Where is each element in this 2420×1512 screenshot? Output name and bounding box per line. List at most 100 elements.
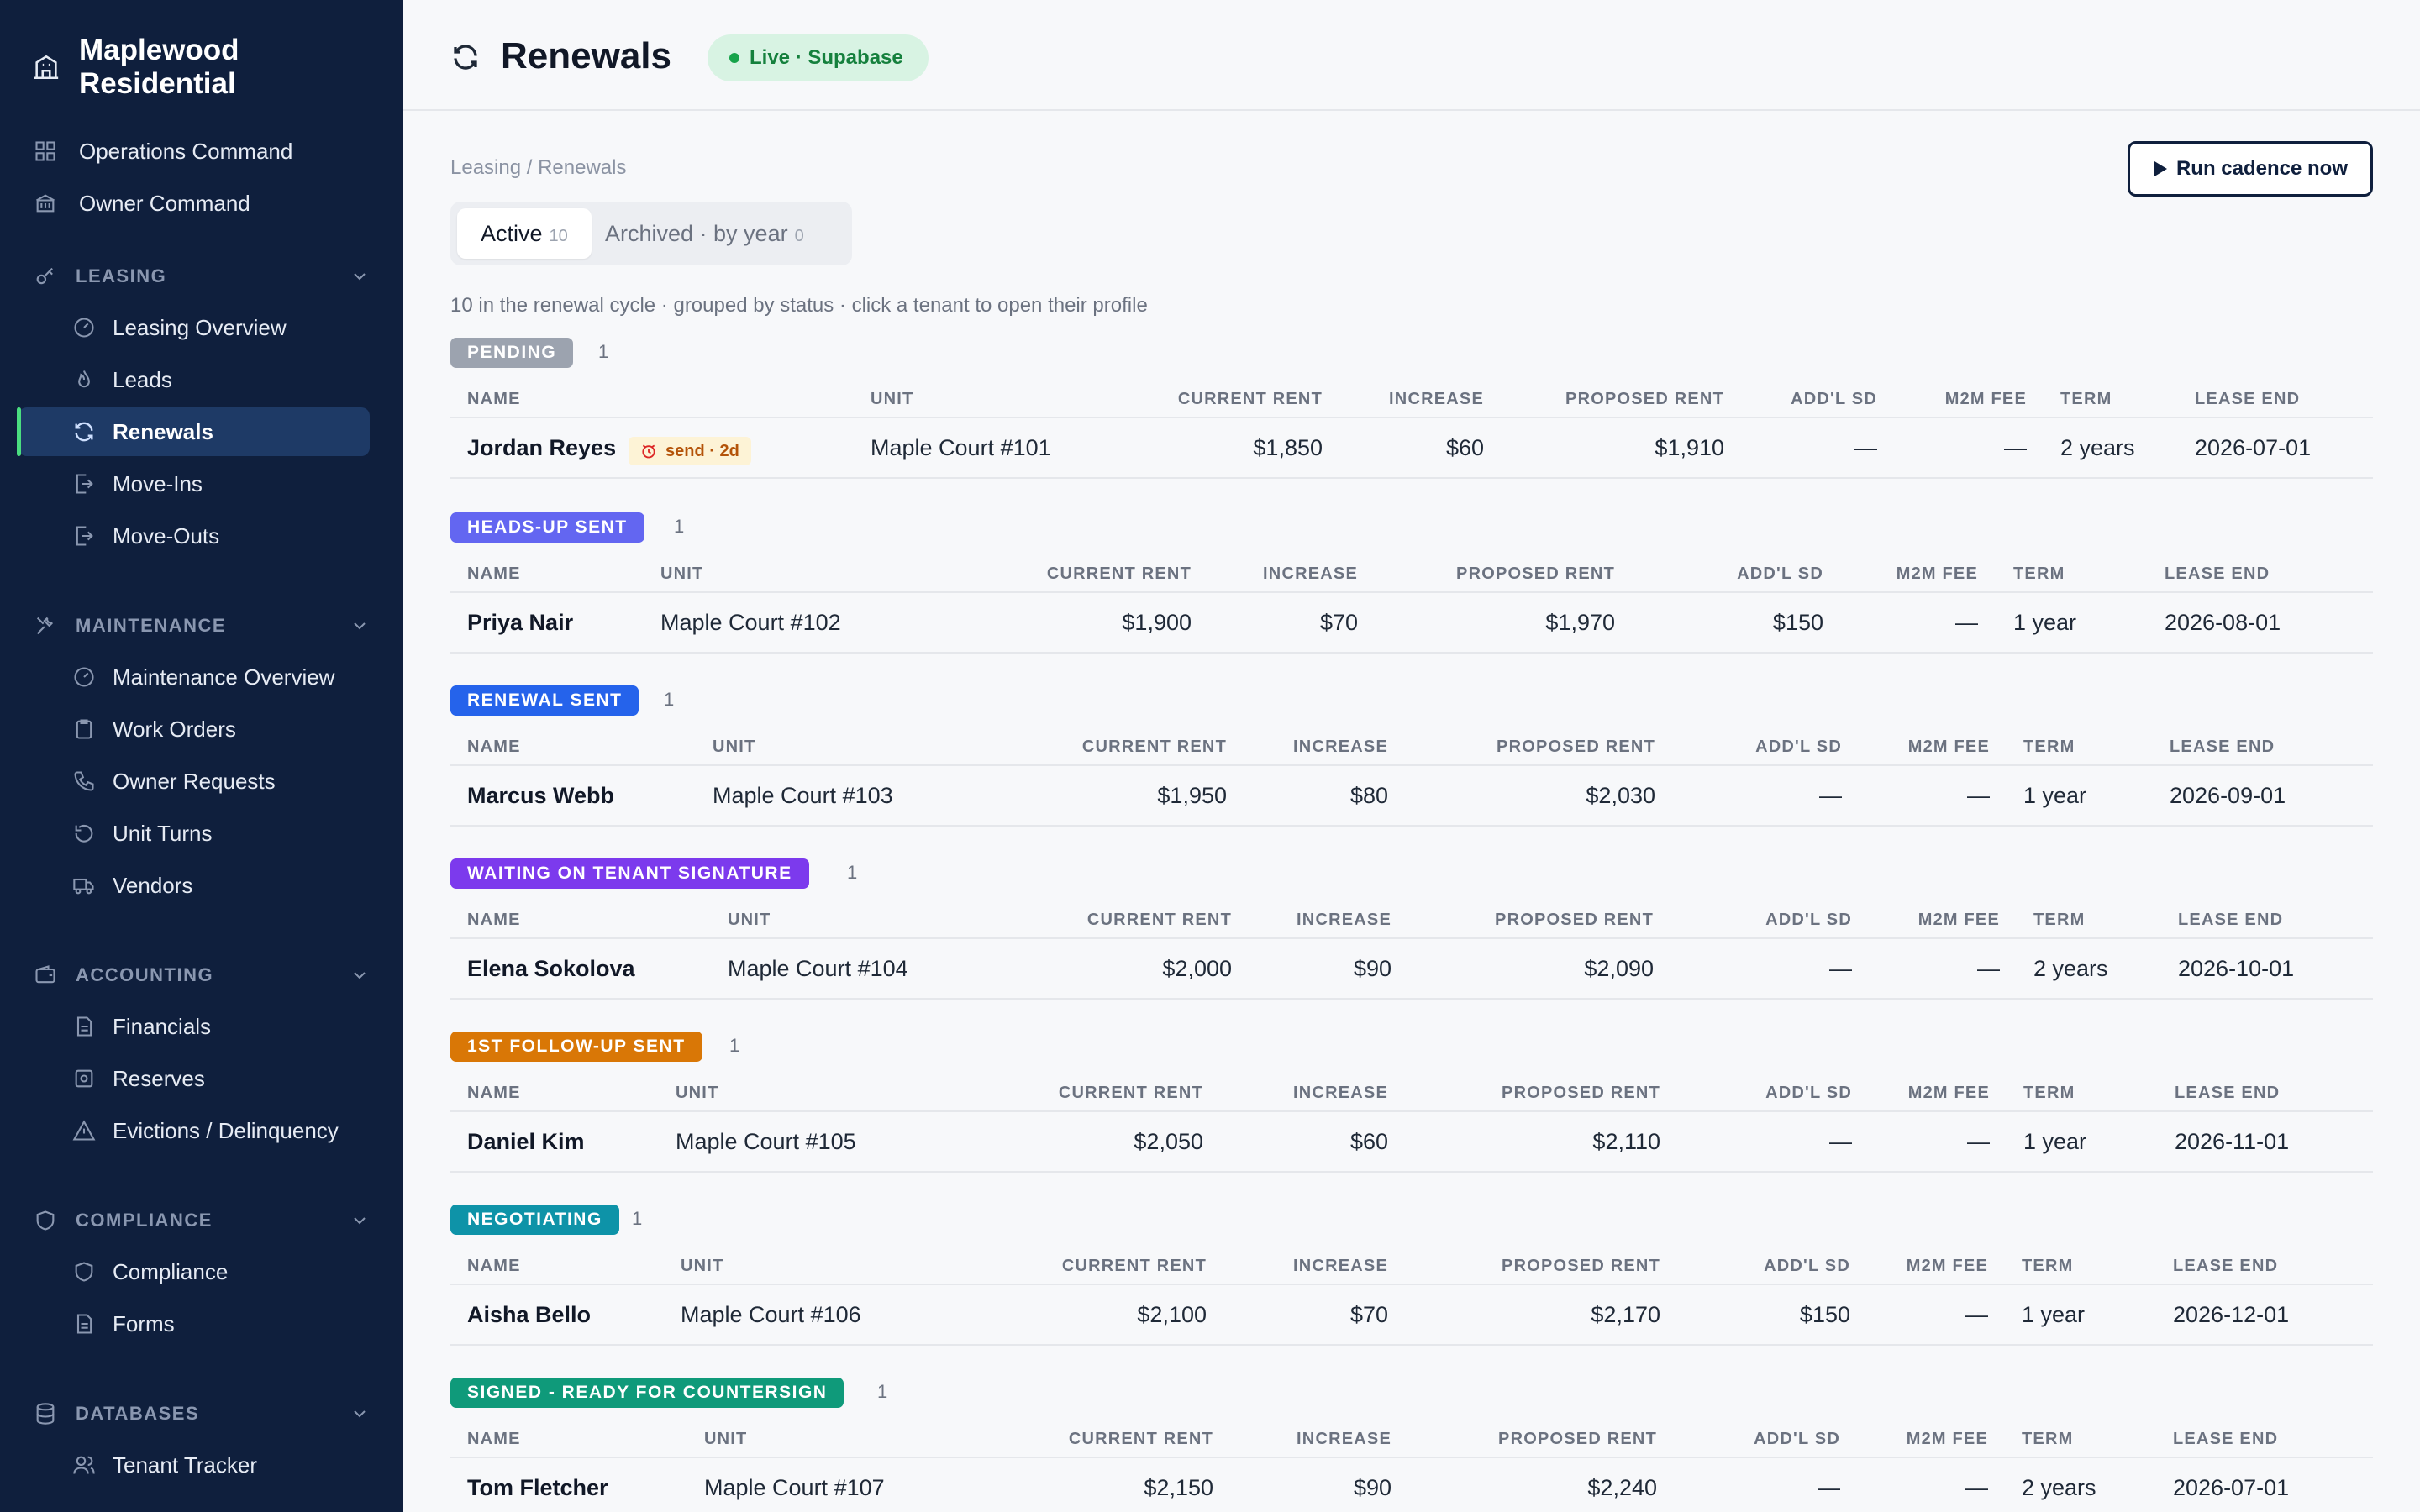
column-header-m2m-fee[interactable]: M2M FEE	[1896, 564, 1978, 583]
sidebar-item-vendors[interactable]: Vendors	[18, 861, 370, 910]
column-header-lease-end[interactable]: LEASE END	[2173, 1430, 2279, 1448]
sidebar-item-leads[interactable]: Leads	[18, 355, 370, 404]
sidebar-item-owner-requests[interactable]: Owner Requests	[18, 757, 370, 806]
sidebar-item-work-orders[interactable]: Work Orders	[18, 705, 370, 753]
column-header-name[interactable]: NAME	[467, 564, 521, 583]
column-header-name[interactable]: NAME	[467, 1430, 521, 1448]
sidebar-item-forms[interactable]: Forms	[18, 1299, 370, 1348]
column-header-addl-sd[interactable]: ADD'L SD	[1765, 911, 1852, 929]
sidebar-item-compliance[interactable]: Compliance	[18, 1247, 370, 1296]
column-header-lease-end[interactable]: LEASE END	[2178, 911, 2284, 929]
tenant-name-link[interactable]: Marcus Webb	[467, 783, 615, 808]
column-header-lease-end[interactable]: LEASE END	[2170, 738, 2275, 756]
column-header-addl-sd[interactable]: ADD'L SD	[1754, 1430, 1840, 1448]
sidebar-item-reserves[interactable]: Reserves	[18, 1054, 370, 1103]
tab-active[interactable]: Active 10	[457, 208, 592, 259]
column-header-lease-end[interactable]: LEASE END	[2173, 1257, 2279, 1275]
tenant-name-link[interactable]: Aisha Bello	[467, 1302, 592, 1327]
column-header-term[interactable]: TERM	[2022, 1257, 2074, 1275]
table-row[interactable]: Aisha Bello Maple Court #106 $2,100 $70 $2,1…	[450, 1285, 2373, 1346]
sidebar-item-renewals[interactable]: Renewals	[17, 407, 370, 456]
column-header-m2m-fee[interactable]: M2M FEE	[1906, 1257, 1988, 1275]
tenant-name-link[interactable]: Elena Sokolova	[467, 956, 635, 981]
column-header-m2m-fee[interactable]: M2M FEE	[1906, 1430, 1988, 1448]
column-header-unit[interactable]: UNIT	[676, 1084, 719, 1102]
column-header-unit[interactable]: UNIT	[660, 564, 704, 583]
column-header-proposed-rent[interactable]: PROPOSED RENT	[1456, 564, 1615, 583]
tab-archived[interactable]: Archived · by year 0	[605, 208, 804, 259]
column-header-addl-sd[interactable]: ADD'L SD	[1737, 564, 1823, 583]
column-header-increase[interactable]: INCREASE	[1263, 564, 1358, 583]
tenant-name-link[interactable]: Daniel Kim	[467, 1129, 585, 1154]
column-header-unit[interactable]: UNIT	[713, 738, 756, 756]
sidebar-item-move-outs[interactable]: Move-Outs	[18, 512, 370, 560]
column-header-unit[interactable]: UNIT	[681, 1257, 724, 1275]
sidebar-item-financials[interactable]: Financials	[18, 1002, 370, 1051]
section-leasing[interactable]: LEASING	[34, 260, 370, 293]
column-header-name[interactable]: NAME	[467, 390, 521, 408]
table-row[interactable]: Elena Sokolova Maple Court #104 $2,000 $90 $…	[450, 939, 2373, 1000]
column-header-m2m-fee[interactable]: M2M FEE	[1907, 738, 1990, 756]
column-header-name[interactable]: NAME	[467, 1084, 521, 1102]
table-row[interactable]: Jordan Reyes Maple Court #101 $1,850 $60 $1,…	[450, 418, 2373, 479]
column-header-increase[interactable]: INCREASE	[1297, 1430, 1392, 1448]
section-databases[interactable]: DATABASES	[34, 1397, 370, 1431]
column-header-unit[interactable]: UNIT	[871, 390, 914, 408]
column-header-m2m-fee[interactable]: M2M FEE	[1918, 911, 2000, 929]
sidebar-item-leasing-overview[interactable]: Leasing Overview	[18, 303, 370, 352]
sidebar-item-move-ins[interactable]: Move-Ins	[18, 459, 370, 508]
column-header-m2m-fee[interactable]: M2M FEE	[1907, 1084, 1990, 1102]
column-header-current-rent[interactable]: CURRENT RENT	[1086, 911, 1232, 929]
column-header-increase[interactable]: INCREASE	[1293, 1257, 1388, 1275]
sidebar-item-unit-turns[interactable]: Unit Turns	[18, 809, 370, 858]
sidebar-item-evictions[interactable]: Evictions / Delinquency	[18, 1106, 370, 1155]
column-header-proposed-rent[interactable]: PROPOSED RENT	[1502, 1257, 1660, 1275]
column-header-increase[interactable]: INCREASE	[1293, 1084, 1388, 1102]
column-header-current-rent[interactable]: CURRENT RENT	[1177, 390, 1323, 408]
run-cadence-button[interactable]: Run cadence now	[2128, 141, 2373, 197]
table-row[interactable]: Marcus Webb Maple Court #103 $1,950 $80 $2,0…	[450, 766, 2373, 827]
column-header-increase[interactable]: INCREASE	[1389, 390, 1484, 408]
tenant-name-link[interactable]: Jordan Reyes	[467, 435, 617, 460]
column-header-lease-end[interactable]: LEASE END	[2195, 390, 2301, 408]
column-header-m2m-fee[interactable]: M2M FEE	[1944, 390, 2027, 408]
table-row[interactable]: Daniel Kim Maple Court #105 $2,050 $60 $2,11…	[450, 1112, 2373, 1173]
column-header-proposed-rent[interactable]: PROPOSED RENT	[1502, 1084, 1660, 1102]
column-header-addl-sd[interactable]: ADD'L SD	[1755, 738, 1842, 756]
sidebar-item-maintenance-overview[interactable]: Maintenance Overview	[18, 653, 370, 701]
column-header-name[interactable]: NAME	[467, 1257, 521, 1275]
column-header-proposed-rent[interactable]: PROPOSED RENT	[1498, 1430, 1657, 1448]
table-row[interactable]: Priya Nair Maple Court #102 $1,900 $70 $1,97…	[450, 593, 2373, 654]
column-header-addl-sd[interactable]: ADD'L SD	[1765, 1084, 1852, 1102]
nav-owner-command[interactable]: Owner Command	[34, 185, 250, 222]
nav-operations-command[interactable]: Operations Command	[34, 133, 292, 170]
column-header-lease-end[interactable]: LEASE END	[2165, 564, 2270, 583]
column-header-current-rent[interactable]: CURRENT RENT	[1046, 564, 1192, 583]
column-header-increase[interactable]: INCREASE	[1293, 738, 1388, 756]
column-header-term[interactable]: TERM	[2022, 1430, 2074, 1448]
column-header-name[interactable]: NAME	[467, 738, 521, 756]
column-header-current-rent[interactable]: CURRENT RENT	[1058, 1084, 1203, 1102]
column-header-proposed-rent[interactable]: PROPOSED RENT	[1495, 911, 1654, 929]
column-header-name[interactable]: NAME	[467, 911, 521, 929]
column-header-unit[interactable]: UNIT	[728, 911, 771, 929]
section-accounting[interactable]: ACCOUNTING	[34, 958, 370, 992]
column-header-current-rent[interactable]: CURRENT RENT	[1068, 1430, 1213, 1448]
column-header-term[interactable]: TERM	[2060, 390, 2112, 408]
tenant-name-link[interactable]: Tom Fletcher	[467, 1475, 608, 1500]
section-compliance[interactable]: COMPLIANCE	[34, 1204, 370, 1237]
column-header-unit[interactable]: UNIT	[704, 1430, 748, 1448]
column-header-proposed-rent[interactable]: PROPOSED RENT	[1497, 738, 1655, 756]
tenant-name-link[interactable]: Priya Nair	[467, 610, 574, 635]
breadcrumb[interactable]: Leasing / Renewals	[450, 156, 627, 179]
column-header-term[interactable]: TERM	[2023, 738, 2075, 756]
column-header-term[interactable]: TERM	[2023, 1084, 2075, 1102]
table-row[interactable]: Tom Fletcher Maple Court #107 $2,150 $90 $2,…	[450, 1458, 2373, 1512]
column-header-term[interactable]: TERM	[2013, 564, 2065, 583]
column-header-term[interactable]: TERM	[2033, 911, 2086, 929]
column-header-addl-sd[interactable]: ADD'L SD	[1764, 1257, 1850, 1275]
column-header-addl-sd[interactable]: ADD'L SD	[1791, 390, 1877, 408]
section-maintenance[interactable]: MAINTENANCE	[34, 609, 370, 643]
column-header-lease-end[interactable]: LEASE END	[2175, 1084, 2281, 1102]
column-header-current-rent[interactable]: CURRENT RENT	[1081, 738, 1227, 756]
